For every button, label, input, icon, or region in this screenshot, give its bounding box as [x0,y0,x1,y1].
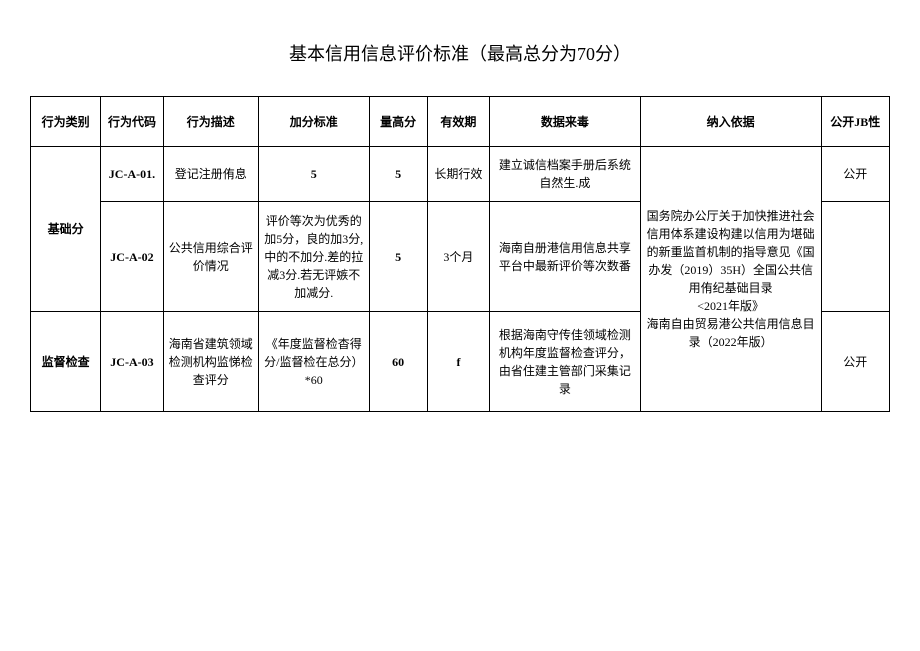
cell-desc: 登记注册侑息 [163,147,258,202]
cell-category: 基础分 [31,147,101,312]
col-header-code: 行为代码 [101,97,163,147]
cell-source: 根据海南守传佳领域检测机构年度监督检查评分，由省住建主管部门采集记录 [490,312,641,412]
evaluation-table: 行为类别 行为代码 行为描述 加分标准 量高分 有效期 数据来毒 纳入依据 公开… [30,96,890,412]
cell-desc: 公共信用综合评价情况 [163,202,258,312]
cell-std: 评价等次为优秀的加5分，良的加3分,中的不加分.差的拉减3分.若无评嫉不加减分. [259,202,370,312]
cell-desc: 海南省建筑领域检测机构监悌检查评分 [163,312,258,412]
col-header-category: 行为类别 [31,97,101,147]
cell-code: JC-A-01. [101,147,163,202]
cell-std: 《年度监督检杳得分/监督检在总分）*60 [259,312,370,412]
col-header-std: 加分标准 [259,97,370,147]
col-header-max: 量高分 [369,97,427,147]
col-header-basis: 纳入依据 [640,97,821,147]
cell-basis: 国务院办公厅关于加快推进社会信用体系建设构建以信用为堪础的新重监首机制的指导意见… [640,147,821,412]
col-header-public: 公开JB性 [821,97,889,147]
cell-period: 长期行效 [427,147,489,202]
cell-source: 建立诚信档案手册后系统自然生.成 [490,147,641,202]
cell-public: 公开 [821,312,889,412]
cell-code: JC-A-03 [101,312,163,412]
cell-public: 公开 [821,147,889,202]
cell-period: f [427,312,489,412]
col-header-desc: 行为描述 [163,97,258,147]
cell-code: JC-A-02 [101,202,163,312]
table-row: 基础分 JC-A-01. 登记注册侑息 5 5 长期行效 建立诚信档案手册后系统… [31,147,890,202]
cell-max: 5 [369,202,427,312]
cell-public [821,202,889,312]
cell-category: 监督检查 [31,312,101,412]
page-title: 基本信用信息评价标准（最高总分为70分） [30,40,890,66]
cell-period: 3个月 [427,202,489,312]
table-header-row: 行为类别 行为代码 行为描述 加分标准 量高分 有效期 数据来毒 纳入依据 公开… [31,97,890,147]
cell-source: 海南自册港信用信息共享平台中最新评价等次数番 [490,202,641,312]
cell-std: 5 [259,147,370,202]
col-header-period: 有效期 [427,97,489,147]
cell-max: 60 [369,312,427,412]
cell-max: 5 [369,147,427,202]
col-header-source: 数据来毒 [490,97,641,147]
